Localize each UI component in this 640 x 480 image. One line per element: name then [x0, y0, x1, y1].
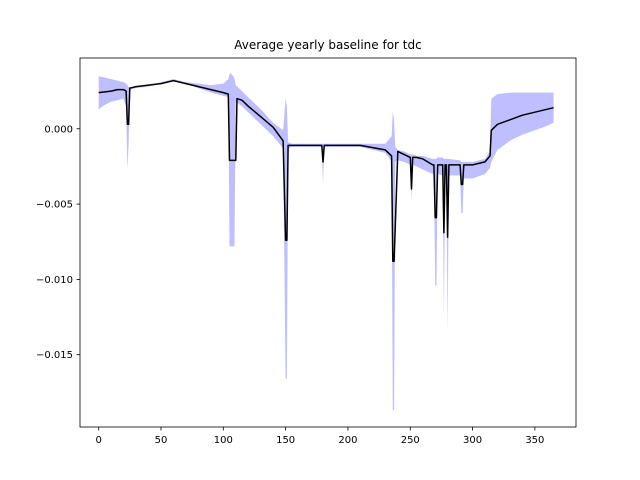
x-axis: 0 50 100 150 200 250 300 350 [96, 427, 544, 446]
x-tick-label: 150 [276, 435, 295, 446]
chart-title: Average yearly baseline for tdc [234, 38, 421, 52]
x-tick-label: 100 [214, 435, 233, 446]
x-tick-label: 350 [525, 435, 544, 446]
y-tick-label: −0.010 [36, 275, 73, 286]
y-tick-label: −0.005 [36, 200, 73, 211]
x-tick-label: 300 [463, 435, 482, 446]
confidence-band [98, 73, 554, 411]
x-tick-label: 200 [338, 435, 357, 446]
x-tick-label: 0 [96, 435, 102, 446]
plot-area [98, 73, 554, 411]
mean-line [98, 79, 554, 263]
y-axis: 0.000 −0.005 −0.010 −0.015 [36, 124, 80, 361]
axes-frame [79, 57, 577, 428]
x-tick-label: 50 [155, 435, 168, 446]
x-tick-label: 250 [401, 435, 420, 446]
y-tick-label: 0.000 [44, 124, 73, 135]
y-tick-label: −0.015 [36, 350, 73, 361]
